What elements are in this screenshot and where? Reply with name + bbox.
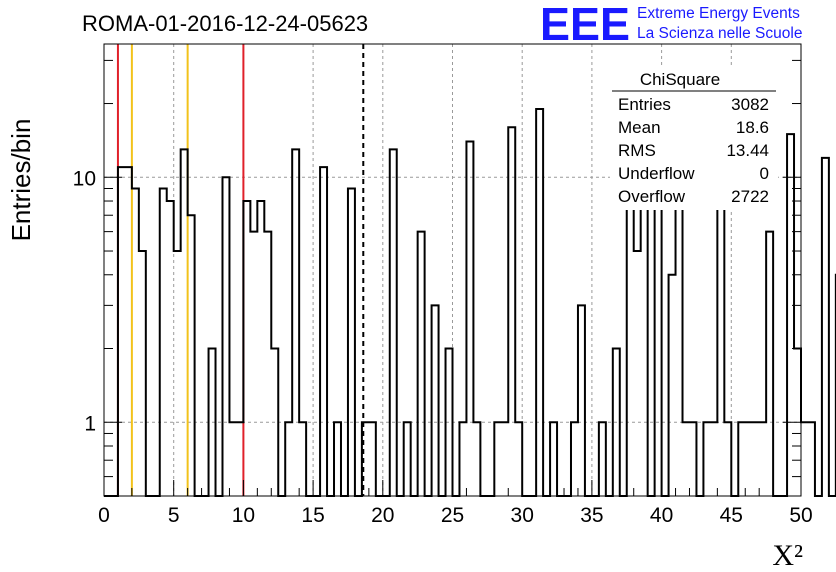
x-tick-labels: 0 5 10 15 20 25 30 35 40 45 50: [98, 504, 813, 527]
stats-value: 13.44: [726, 141, 769, 160]
x-tick-label: 10: [232, 504, 255, 527]
stats-value: 18.6: [736, 118, 769, 137]
logo-line2: La Scienza nelle Scuole: [637, 25, 802, 42]
stats-label: Overflow: [618, 187, 686, 206]
stats-title: ChiSquare: [640, 70, 720, 89]
stats-label: Underflow: [618, 164, 695, 183]
logo-mark: EEE: [540, 0, 630, 50]
x-tick-label: 50: [789, 504, 812, 527]
y-tick-label: 1: [84, 412, 96, 435]
x-tick-label: 30: [511, 504, 534, 527]
stats-box: ChiSquare Entries 3082 Mean 18.6 RMS 13.44 Und…: [610, 66, 778, 210]
x-tick-label: 20: [371, 504, 394, 527]
x-tick-label: 5: [168, 504, 180, 527]
x-tick-label: 0: [98, 504, 110, 527]
logo-line1: Extreme Energy Events: [637, 5, 800, 22]
x-axis-label: X²: [772, 539, 803, 572]
stats-label: Entries: [618, 95, 671, 114]
x-tick-label: 35: [580, 504, 603, 527]
stats-value: 2722: [731, 187, 769, 206]
stats-label: Mean: [618, 118, 661, 137]
eee-logo: EEE Extreme Energy Events La Scienza nel…: [540, 0, 802, 50]
x-tick-label: 15: [301, 504, 324, 527]
x-tick-label: 25: [441, 504, 464, 527]
plot-title: ROMA-01-2016-12-24-05623: [82, 11, 368, 36]
y-axis-label: Entries/bin: [6, 119, 36, 242]
stats-value: 3082: [731, 95, 769, 114]
x-tick-label: 40: [650, 504, 673, 527]
y-tick-label: 10: [73, 167, 96, 190]
axis-ticks: [103, 59, 802, 497]
x-tick-label: 45: [720, 504, 743, 527]
stats-value: 0: [760, 164, 769, 183]
stats-label: RMS: [618, 141, 656, 160]
y-tick-labels: 1 10: [73, 167, 96, 435]
